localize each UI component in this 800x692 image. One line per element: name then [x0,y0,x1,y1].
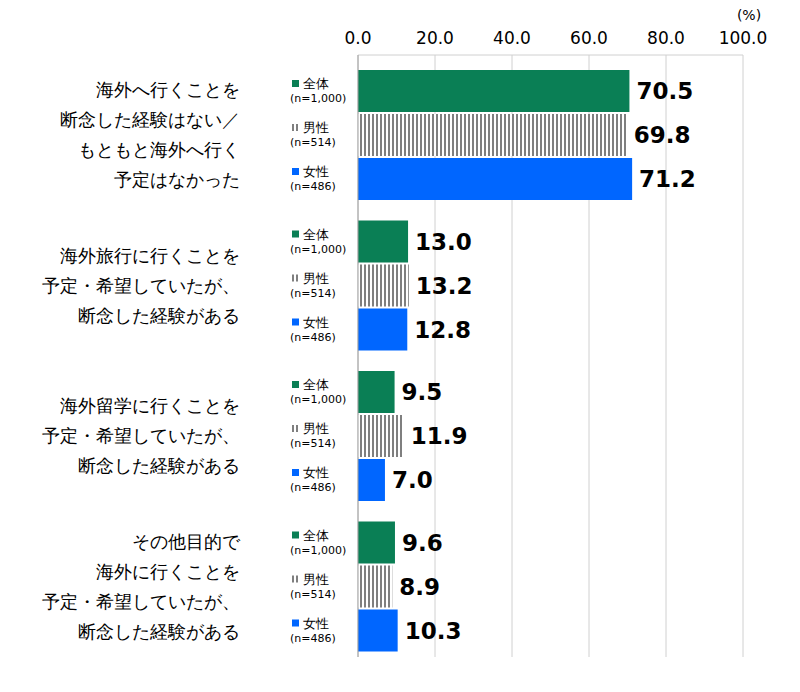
data-label: 9.5 [402,379,443,405]
sample-size-label: (n=514) [290,437,336,450]
grid [358,55,743,657]
legend-swatch [292,80,299,87]
chart: 0.0 20.0 40.0 60.0 80.0 100.0 (%) 海外へ行くことを断念した経… [0,0,800,692]
legend-swatch [292,425,299,432]
legend-swatch [292,620,299,627]
data-label: 8.9 [399,574,440,600]
data-label: 13.0 [415,229,472,255]
tick-label: 80.0 [647,28,685,48]
grid-line [743,55,744,657]
axis-line [358,55,359,657]
legend-swatch [292,124,299,131]
sample-size-label: (n=514) [290,287,336,300]
category-label: 海外留学に行くことを予定・希望していたが、断念した経験がある [42,395,240,476]
bar [358,610,398,652]
legend-label: 全体 [303,528,329,543]
bar [358,459,385,501]
legend-label: 全体 [303,76,329,91]
bars [358,70,632,652]
data-label: 69.8 [634,122,691,148]
axis-line [358,55,743,56]
bar [358,566,392,608]
legend-label: 全体 [303,227,329,242]
category-label: その他目的で海外に行くことを予定・希望していたが、断念した経験がある [42,531,241,642]
data-label: 9.6 [402,530,443,556]
axis-unit: (%) [737,7,761,23]
legend-swatch [292,576,299,583]
data-label: 13.2 [416,273,473,299]
legend-label: 女性 [303,315,329,330]
legend-label: 女性 [303,465,329,480]
legend-label: 男性 [303,572,329,587]
bar [358,114,627,156]
bar [358,371,395,413]
legend-swatch [292,168,299,175]
data-label: 10.3 [405,618,462,644]
legend-label: 男性 [303,120,329,135]
data-label: 7.0 [392,467,433,493]
sample-size-label: (n=514) [290,136,336,149]
legend-swatch [292,381,299,388]
bar [358,415,404,457]
tick-label: 60.0 [570,28,608,48]
labels: 海外へ行くことを断念した経験はない／もともと海外へ行く予定はなかった全体(n=1… [42,76,696,645]
bar [358,309,407,351]
legend-swatch [292,275,299,282]
sample-size-label: (n=486) [290,632,336,645]
bar [358,265,409,307]
grid-line [358,55,359,657]
data-label: 71.2 [639,166,696,192]
sample-size-label: (n=1,000) [290,243,346,256]
legend-label: 女性 [303,616,329,631]
data-label: 70.5 [636,78,693,104]
sample-size-label: (n=486) [290,331,336,344]
legend-swatch [292,231,299,238]
tick-label: 20.0 [416,28,454,48]
tick-label: 40.0 [493,28,531,48]
legend-swatch [292,532,299,539]
legend-label: 女性 [303,164,329,179]
bar [358,221,408,263]
bar [358,522,395,564]
sample-size-label: (n=514) [290,588,336,601]
sample-size-label: (n=486) [290,481,336,494]
bar [358,158,632,200]
category-label: 海外旅行に行くことを予定・希望していたが、断念した経験がある [42,245,240,326]
legend-label: 男性 [303,421,329,436]
category-label: 海外へ行くことを断念した経験はない／もともと海外へ行く予定はなかった [60,79,240,190]
legend-swatch [292,319,299,326]
sample-size-label: (n=486) [290,180,336,193]
data-label: 11.9 [411,423,468,449]
legend-label: 男性 [303,271,329,286]
bar [358,70,629,112]
legend-label: 全体 [303,377,329,392]
legend-swatch [292,469,299,476]
sample-size-label: (n=1,000) [290,393,346,406]
tick-label: 0.0 [344,28,371,48]
tick-label: 100.0 [719,28,768,48]
sample-size-label: (n=1,000) [290,544,346,557]
data-label: 12.8 [414,317,471,343]
sample-size-label: (n=1,000) [290,92,346,105]
